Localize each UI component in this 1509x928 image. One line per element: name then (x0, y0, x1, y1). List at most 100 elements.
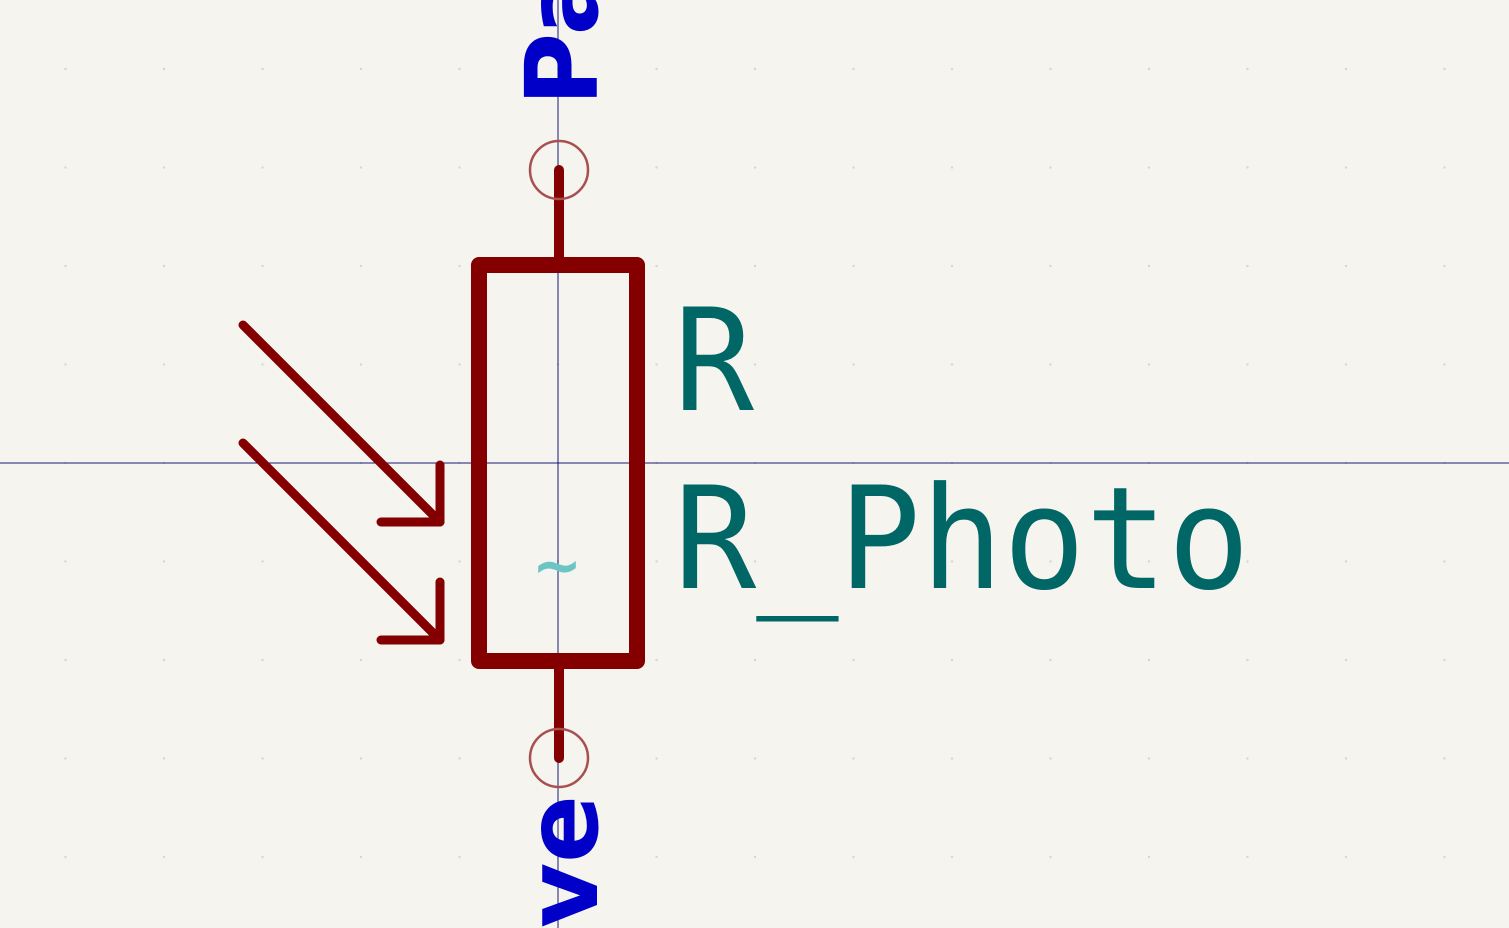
center-marker: ~ (532, 531, 582, 601)
grid-dot (64, 658, 67, 662)
grid-dot (458, 363, 461, 366)
grid-dot (950, 658, 954, 662)
grid-dot (950, 855, 954, 859)
grid-dot (162, 166, 166, 169)
grid-dot (261, 166, 264, 169)
grid-dot (261, 363, 264, 366)
pin-bottom-name: ve (504, 795, 621, 928)
grid-dot (458, 264, 461, 268)
grid-dot (1049, 658, 1052, 662)
grid-dot (64, 166, 67, 169)
grid-dot (950, 264, 954, 268)
grid-dot (359, 658, 363, 662)
grid-dot (1344, 560, 1348, 563)
grid-dot (655, 264, 658, 268)
grid-dot (1147, 757, 1151, 760)
grid-dot (1443, 855, 1446, 859)
grid-dot (359, 855, 363, 859)
resistor-body[interactable] (471, 257, 645, 669)
reference-label[interactable]: R (674, 279, 754, 444)
grid-dot (753, 166, 757, 169)
grid-dot (1344, 363, 1348, 366)
grid-dot (1443, 67, 1446, 71)
grid-dot (1443, 757, 1446, 760)
grid-dot (162, 67, 166, 71)
grid-dot (162, 757, 166, 760)
grid-dot (852, 67, 855, 71)
grid-dot (1147, 363, 1151, 366)
grid-dot (950, 67, 954, 71)
grid-dot (753, 264, 757, 268)
grid-dot (1443, 658, 1446, 662)
grid-dot (950, 560, 954, 563)
grid-dot (1246, 166, 1249, 169)
grid-dot (261, 560, 264, 563)
value-label[interactable]: R_Photo (674, 457, 1250, 622)
grid-dot (359, 67, 363, 71)
grid-dot (162, 264, 166, 268)
grid-dot (1049, 264, 1052, 268)
grid-dot (753, 560, 757, 563)
grid-dot (458, 855, 461, 859)
grid-dot (261, 264, 264, 268)
grid-dot (458, 658, 461, 662)
grid-dot (359, 363, 363, 366)
grid-dot (64, 855, 67, 859)
grid-dot (753, 855, 757, 859)
grid-dot (1246, 658, 1249, 662)
grid-dot (64, 363, 67, 366)
grid-dot (655, 658, 658, 662)
grid-dot (1147, 67, 1151, 71)
grid-dot (655, 855, 658, 859)
grid-dot (359, 264, 363, 268)
grid-dot (1049, 67, 1052, 71)
grid-dot (1147, 560, 1151, 563)
light-arrows-icon (238, 320, 445, 645)
grid-dot (950, 363, 954, 366)
grid-dot (852, 855, 855, 859)
grid-dot (852, 757, 855, 760)
grid-dot (753, 757, 757, 760)
grid-dot (458, 757, 461, 760)
grid-dot (1344, 658, 1348, 662)
grid-dot (1246, 560, 1249, 563)
grid-dot (1049, 855, 1052, 859)
grid-dot (458, 67, 461, 71)
grid-dot (261, 855, 264, 859)
grid-dot (1049, 560, 1052, 563)
grid-dot (64, 67, 67, 71)
grid-dot (458, 560, 461, 563)
grid-dot (655, 560, 658, 563)
pin-top-end-circle[interactable] (528, 139, 590, 201)
grid-dot (1049, 166, 1052, 169)
grid-dot (655, 757, 658, 760)
grid-dot (753, 363, 757, 366)
grid-dots (64, 67, 1446, 859)
grid-dot (1147, 264, 1151, 268)
grid-dot (852, 560, 855, 563)
pin-top-name: Pa (504, 0, 621, 106)
grid-dot (162, 560, 166, 563)
grid-dot (64, 264, 67, 268)
grid-dot (1344, 264, 1348, 268)
grid-dot (359, 166, 363, 169)
pin-bottom-end-circle[interactable] (528, 727, 590, 789)
grid-dot (1049, 757, 1052, 760)
grid-dot (1443, 363, 1446, 366)
grid-dot (655, 166, 658, 169)
grid-dot (1147, 658, 1151, 662)
grid-dot (1147, 855, 1151, 859)
grid-dot (1246, 264, 1249, 268)
grid-dot (1344, 67, 1348, 71)
grid-dot (261, 757, 264, 760)
grid-dot (1246, 363, 1249, 366)
grid-dot (1246, 67, 1249, 71)
grid-dot (1443, 560, 1446, 563)
grid-dot (261, 67, 264, 71)
grid-dot (359, 757, 363, 760)
grid-dot (1246, 855, 1249, 859)
grid-dot (1344, 855, 1348, 859)
grid-dot (64, 757, 67, 760)
grid-dot (852, 363, 855, 366)
